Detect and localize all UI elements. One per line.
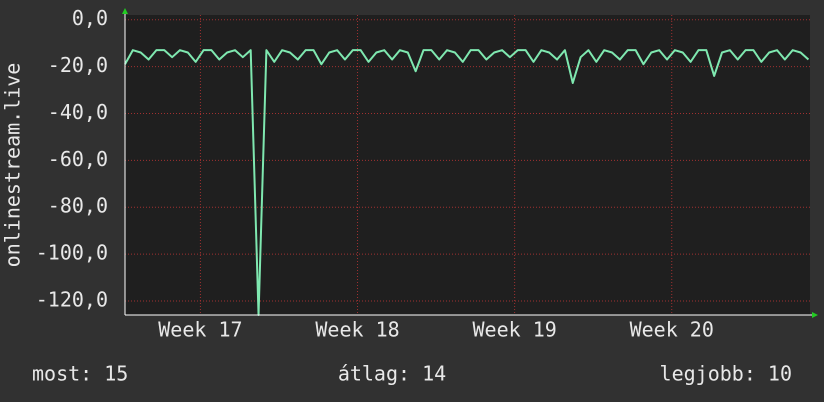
footer-current: most: 15 <box>32 362 128 386</box>
y-axis-arrow <box>122 8 128 14</box>
marks <box>124 49 810 316</box>
plot-area <box>125 15 810 315</box>
x-tick-label: Week 17 <box>158 318 242 342</box>
footer-best: legjobb: 10 <box>660 362 792 386</box>
y-tick-label: -100,0 <box>36 241 108 265</box>
y-tick-label: -60,0 <box>48 147 108 171</box>
x-tick-label: Week 18 <box>315 318 399 342</box>
y-tick-label: -20,0 <box>48 53 108 77</box>
y-axis-label: onlinestream.live <box>1 63 25 268</box>
x-tick-label: Week 20 <box>630 318 714 342</box>
grid <box>125 15 810 315</box>
x-axis-arrow <box>812 312 818 318</box>
y-tick-label: -80,0 <box>48 194 108 218</box>
y-tick-label: -120,0 <box>36 287 108 311</box>
y-tick-label: 0,0 <box>72 6 108 30</box>
line-series <box>124 49 810 316</box>
x-tick-label: Week 19 <box>472 318 556 342</box>
footer-average: átlag: 14 <box>338 362 446 386</box>
y-tick-label: -40,0 <box>48 100 108 124</box>
